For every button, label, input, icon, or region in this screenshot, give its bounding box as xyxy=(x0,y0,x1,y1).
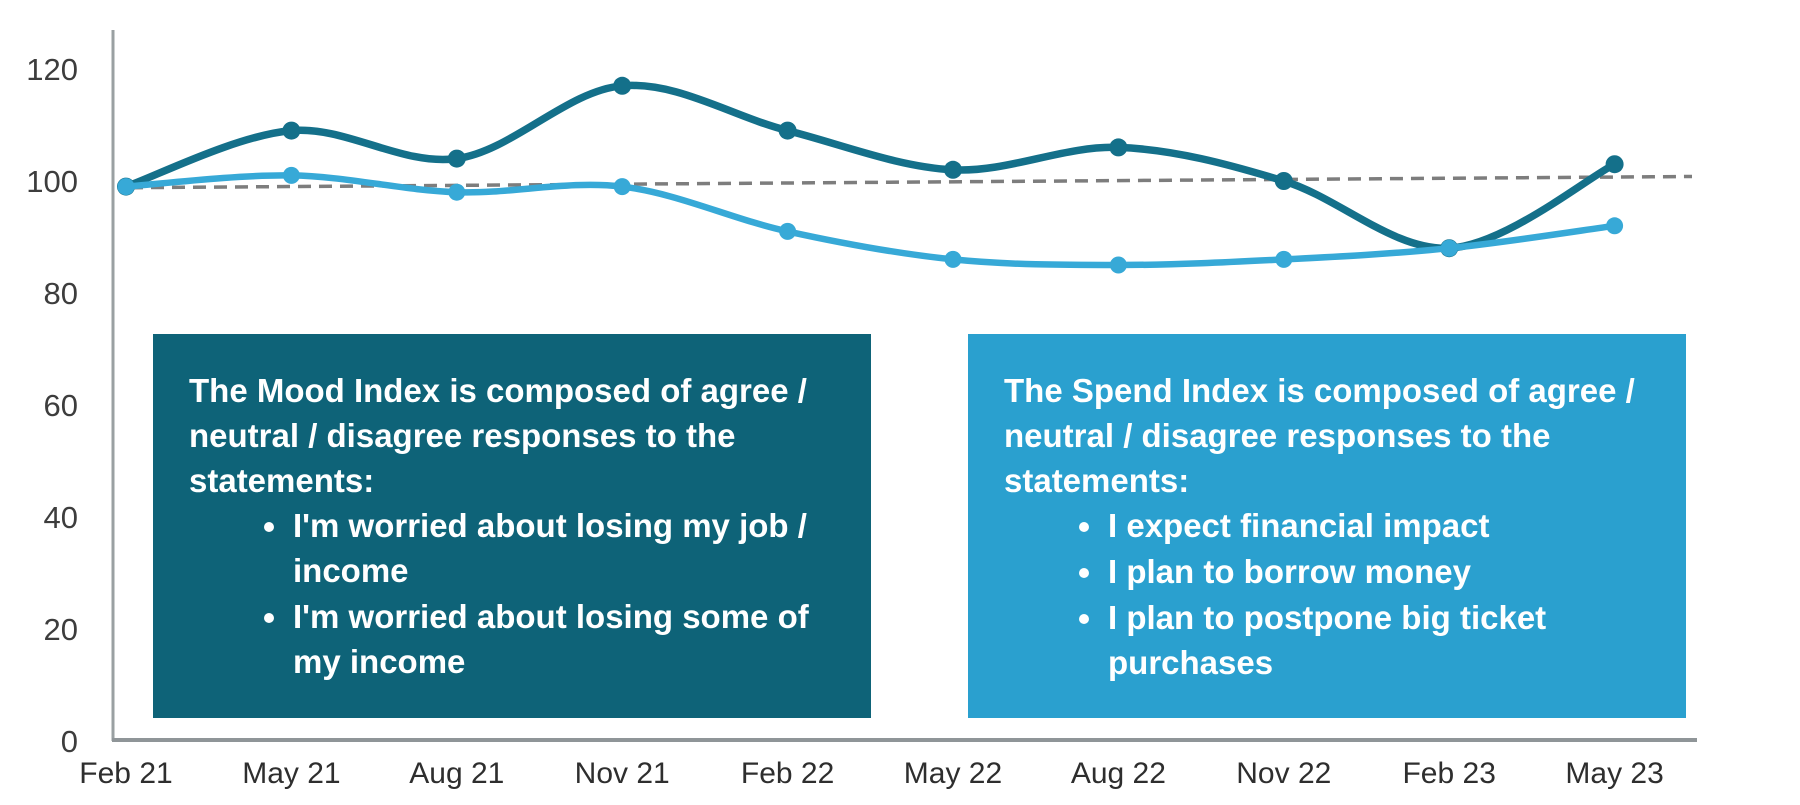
y-axis-tick-label: 20 xyxy=(44,612,78,647)
mood-index-data-point xyxy=(1605,155,1624,174)
spend-index-line xyxy=(122,172,1618,269)
mood-index-data-point xyxy=(613,76,632,95)
mood-index-data-point xyxy=(778,121,797,140)
mood-index-data-point xyxy=(447,149,466,168)
spend-index-data-point xyxy=(944,250,962,268)
note-bullet: I'm worried about losing some of my inco… xyxy=(291,594,845,684)
mood-index-note-box: The Mood Index is composed of agree / ne… xyxy=(153,334,871,718)
y-axis-tick-label: 100 xyxy=(26,164,78,199)
spend-index-data-point xyxy=(282,166,300,184)
spend-index-data-point xyxy=(448,183,466,201)
x-axis-tick-label: Feb 23 xyxy=(1402,757,1495,790)
spend-index-data-point xyxy=(117,178,135,196)
mood-index-data-point xyxy=(1274,172,1293,190)
mood-index-data-point xyxy=(282,121,301,140)
x-axis-tick-label: Aug 21 xyxy=(409,757,504,790)
spend-index-data-point xyxy=(1109,256,1127,274)
spend-index-data-point xyxy=(1440,239,1458,257)
x-axis-tick-label: May 21 xyxy=(242,757,340,790)
spend-index-note-box: The Spend Index is composed of agree / n… xyxy=(968,334,1686,718)
x-axis-tick-label: May 22 xyxy=(904,757,1002,790)
note-bullet: I plan to borrow money xyxy=(1106,549,1660,594)
mood-note-title: The Mood Index is composed of agree / ne… xyxy=(189,372,807,499)
spend-index-data-point xyxy=(779,222,797,240)
x-axis-tick-label: Aug 22 xyxy=(1071,757,1166,790)
y-axis-tick-label: 60 xyxy=(44,388,78,423)
mood-note-bullets: I'm worried about losing my job / income… xyxy=(189,503,845,684)
spend-note-bullets: I expect financial impactI plan to borro… xyxy=(1004,503,1660,685)
y-axis-tick-label: 0 xyxy=(61,724,78,759)
mood-index-line xyxy=(122,81,1619,252)
x-axis-tick-label: May 23 xyxy=(1565,757,1663,790)
spend-index-data-point xyxy=(1275,250,1293,268)
mood-index-data-point xyxy=(1109,138,1128,157)
note-bullet: I'm worried about losing my job / income xyxy=(291,503,845,593)
spend-index-data-point xyxy=(613,178,631,196)
x-axis-tick-label: Nov 22 xyxy=(1236,757,1331,790)
y-axis-tick-label: 80 xyxy=(44,276,78,311)
note-bullet: I plan to postpone big ticket purchases xyxy=(1106,595,1660,685)
mood-index-data-point xyxy=(944,160,962,179)
y-axis-tick-label: 40 xyxy=(44,500,78,535)
spend-index-data-point xyxy=(1606,217,1624,235)
x-axis-tick-label: Nov 21 xyxy=(575,757,670,790)
spend-note-title: The Spend Index is composed of agree / n… xyxy=(1004,372,1635,499)
x-axis-tick-label: Feb 22 xyxy=(741,757,834,790)
y-axis-tick-label: 120 xyxy=(26,52,78,87)
note-bullet: I expect financial impact xyxy=(1106,503,1660,548)
x-axis-tick-label: Feb 21 xyxy=(79,757,172,790)
